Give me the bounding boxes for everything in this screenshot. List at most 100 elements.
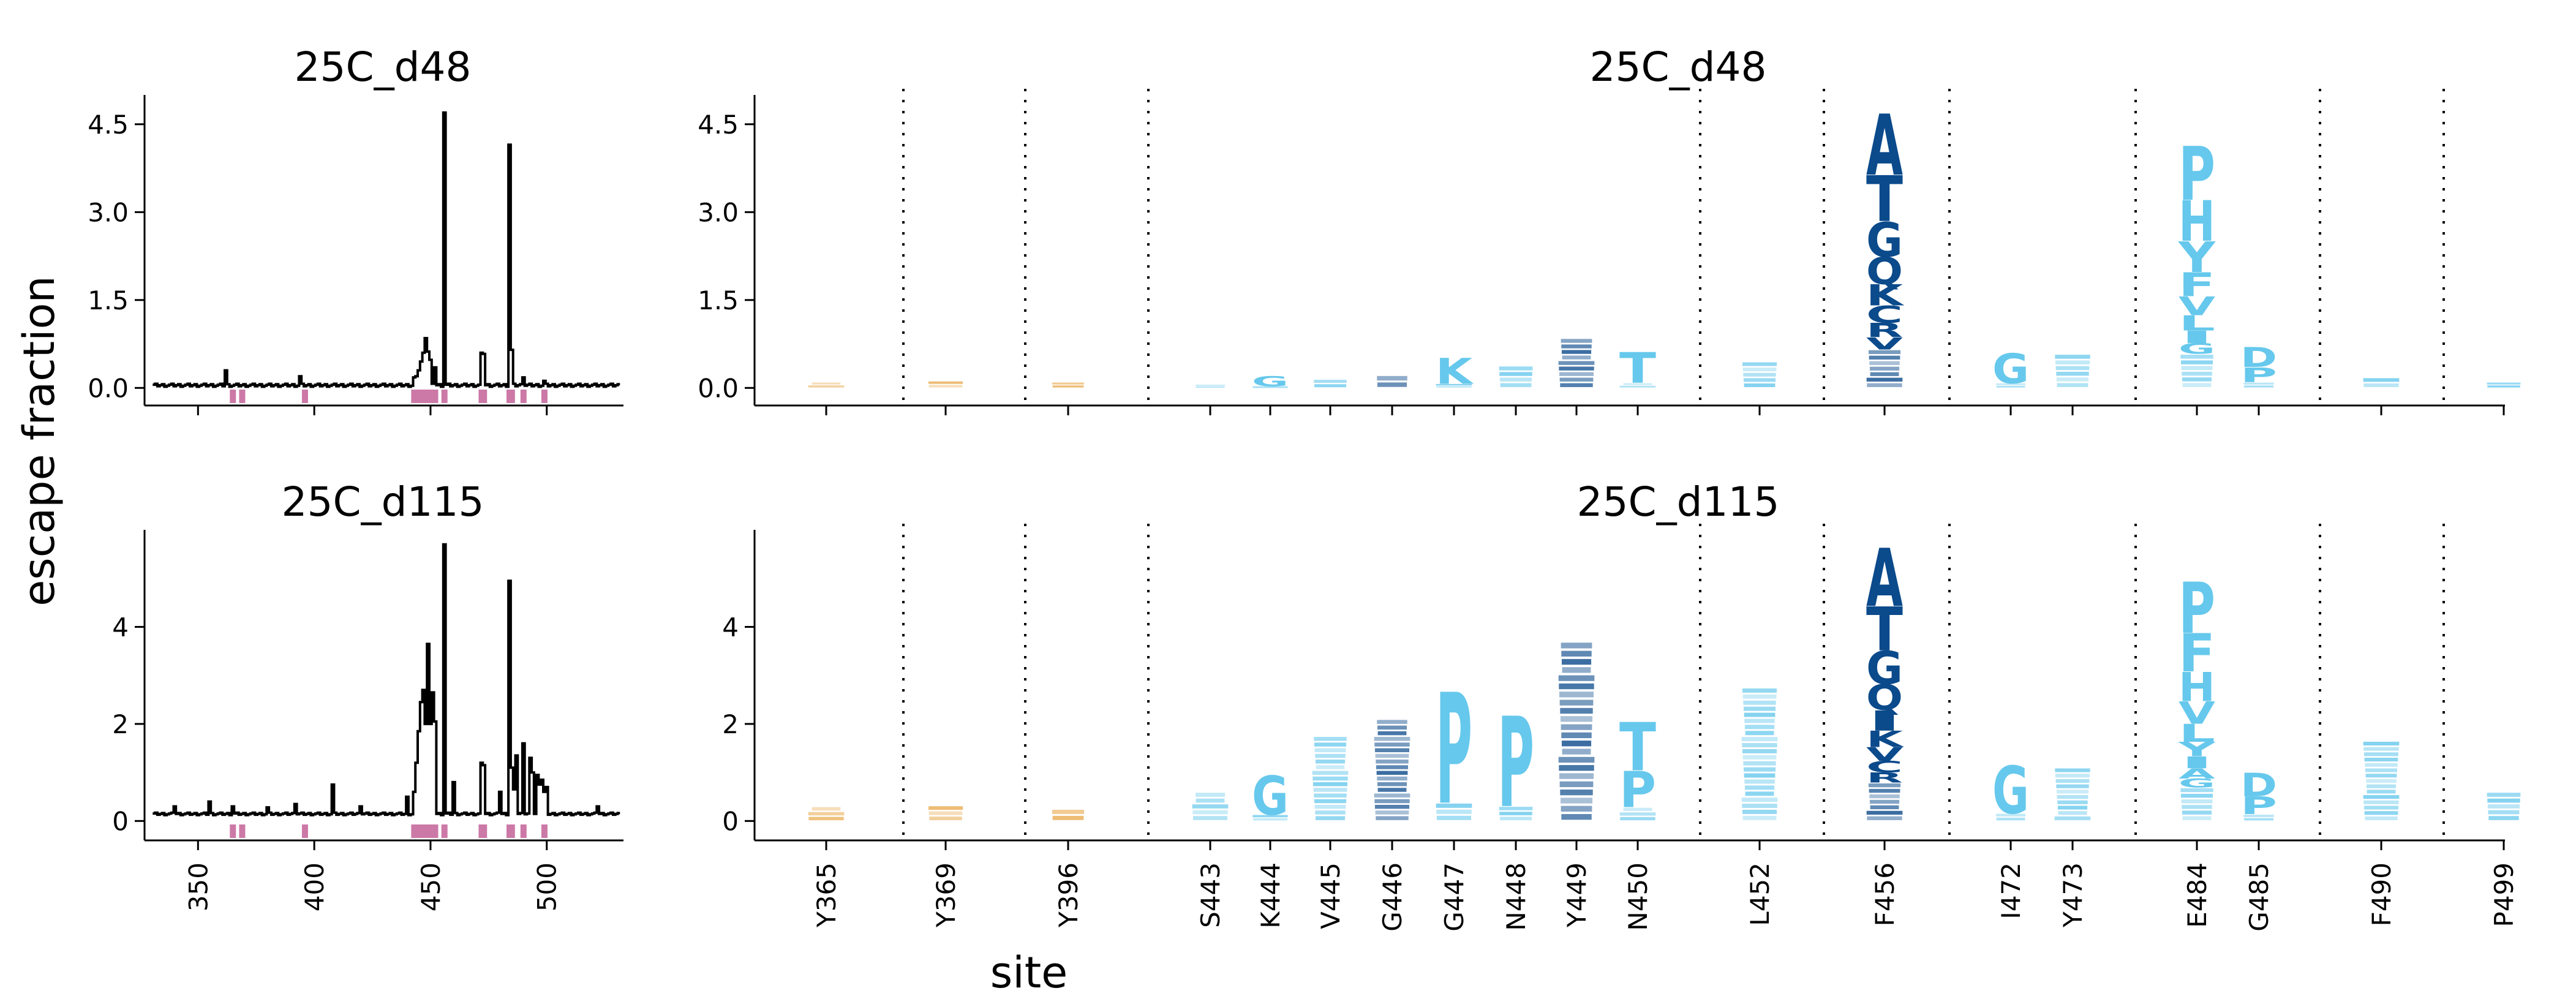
logo-bottom-logo-fuzz xyxy=(2055,774,2090,778)
logo-bottom-logo-fuzz xyxy=(1560,716,1593,722)
logo-bottom-logo-fuzz xyxy=(1562,749,1591,755)
line-bottom-site-mark xyxy=(230,824,236,838)
logo-bottom-logo-fuzz xyxy=(1314,804,1346,809)
line-bottom-site-mark xyxy=(541,824,548,838)
logo-bottom-logo-stack xyxy=(1312,737,1349,820)
logo-top-logo-fuzz xyxy=(1252,387,1288,388)
logo-bottom-logo-fuzz xyxy=(1375,810,1409,815)
logo-bottom-logo-letter: Y xyxy=(2177,739,2216,761)
line-top-site-mark xyxy=(432,390,439,403)
logo-top-logo-letter: P xyxy=(2179,132,2215,218)
logo-top-y-tick-label: 1.5 xyxy=(698,285,739,315)
logo-bottom-logo-fuzz xyxy=(1623,807,1652,812)
logo-bottom-logo-fuzz xyxy=(1559,765,1594,771)
logo-top-logo-fuzz xyxy=(1561,344,1592,349)
logo-bottom-logo-fuzz xyxy=(1377,788,1407,792)
logo-bottom-logo-fuzz xyxy=(2365,774,2397,778)
logo-bottom-logo-letter: K xyxy=(1866,726,1905,753)
line-bottom-site-mark xyxy=(508,824,515,838)
logo-bottom-logo-fuzz xyxy=(2055,779,2090,783)
logo-bottom-logo-fuzz xyxy=(2056,790,2089,794)
logo-bottom-logo-letter: V xyxy=(2179,696,2216,731)
logo-bottom-y-tick-label: 2 xyxy=(722,709,739,739)
logo-bottom-logo-fuzz xyxy=(1314,793,1347,798)
logo-top-logo-fuzz xyxy=(2055,360,2090,364)
site-label: F490 xyxy=(2367,862,2397,926)
logo-bottom-logo-fuzz xyxy=(1866,810,1903,815)
logo-top-logo-fuzz xyxy=(2363,383,2399,388)
logo-bottom-logo-fuzz xyxy=(1619,812,1656,816)
logo-bottom-logo-fuzz xyxy=(2364,758,2398,762)
line-plot-bottom: 0 2 4 350 400 450 500 xyxy=(112,530,623,911)
site-label: F456 xyxy=(1870,862,1900,926)
logo-bottom-logo-fuzz xyxy=(2057,795,2088,799)
logo-bottom-logo-fuzz xyxy=(929,817,962,821)
logo-top-logo-stack xyxy=(1558,339,1595,387)
line-bottom-x-tick-label: 350 xyxy=(183,862,213,911)
logo-bottom-logo-fuzz xyxy=(1192,816,1228,820)
logo-bottom-logo-stack: G xyxy=(1992,753,2029,828)
logo-top-logo-fuzz xyxy=(1377,375,1407,381)
logo-bottom-logo-fuzz xyxy=(2488,810,2520,815)
logo-bottom-logo-fuzz xyxy=(928,806,963,810)
logo-top-logo-stack xyxy=(2487,382,2521,388)
logo-bottom-logo-fuzz xyxy=(1996,817,2025,821)
logo-bottom-logo-letter: G xyxy=(1252,766,1289,828)
panel-title-line-top: 25C_d48 xyxy=(295,43,472,91)
logo-bottom-logo-fuzz xyxy=(2180,788,2213,793)
site-label: K444 xyxy=(1256,862,1286,929)
logo-bottom-logo-fuzz xyxy=(1436,815,1472,820)
logo-bottom-logo-fuzz xyxy=(1374,748,1410,753)
logo-top-logo-stack xyxy=(808,382,845,388)
logo-top-logo-fuzz xyxy=(2180,360,2213,364)
logo-bottom-logo-fuzz xyxy=(1499,812,1532,815)
logo-top-logo-fuzz xyxy=(1744,383,1776,388)
logo-bottom-logo-fuzz xyxy=(1499,817,1532,821)
logo-bottom-logo-fuzz xyxy=(1052,815,1084,820)
logo-bottom-logo-stack xyxy=(808,807,845,821)
logo-bottom-logo-fuzz xyxy=(2363,747,2399,751)
logo-bottom-logo-stack: P xyxy=(1436,662,1472,839)
logo-bottom-logo-fuzz xyxy=(1192,810,1228,815)
logo-bottom-logo-letter: C xyxy=(1866,758,1903,776)
logo-bottom-logo-fuzz xyxy=(1743,706,1776,711)
logo-bottom-logo-fuzz xyxy=(1374,793,1410,798)
logo-bottom-logo-fuzz xyxy=(2364,811,2398,815)
logo-bottom-logo-fuzz xyxy=(2365,816,2398,821)
site-label: Y369 xyxy=(931,862,961,928)
line-top-site-mark xyxy=(481,390,488,403)
panel-title-line-bottom: 25C_d115 xyxy=(282,478,484,526)
logo-bottom-logo-fuzz xyxy=(2363,795,2400,799)
line-top-y-tick-label: 1.5 xyxy=(88,285,129,315)
logo-bottom-logo-fuzz xyxy=(1870,805,1899,810)
logo-top-logo-stack xyxy=(1377,375,1407,387)
logo-bottom-logo-stack: P xyxy=(1497,692,1534,835)
logo-bottom-logo-fuzz xyxy=(1744,773,1776,778)
logo-bottom-logo-fuzz xyxy=(2058,811,2087,815)
logo-top-logo-letter: Y xyxy=(2178,233,2216,282)
logo-top-logo-stack xyxy=(1195,384,1226,388)
logo-top-logo-fuzz xyxy=(1052,385,1084,388)
logo-bottom-logo-fuzz xyxy=(1314,748,1346,753)
logo-bottom-logo-fuzz xyxy=(1867,816,1902,820)
logo-bottom-logo-fuzz xyxy=(1561,658,1592,665)
logo-bottom-logo-fuzz xyxy=(2243,818,2274,821)
logo-bottom-logo-fuzz xyxy=(2057,805,2088,810)
logo-top-logo-letter: A xyxy=(1866,96,1903,194)
logo-bottom-logo-fuzz xyxy=(2366,784,2397,788)
logo-bottom-logo-letter: R xyxy=(1866,770,1903,786)
logo-bottom-logo-fuzz xyxy=(2365,763,2398,767)
logo-bottom-logo-letter: F xyxy=(2179,623,2215,684)
logo-bottom-logo-stack xyxy=(1374,720,1410,820)
logo-bottom-logo-fuzz xyxy=(2243,815,2274,817)
logo-top-logo-stack: T xyxy=(1619,344,1656,393)
logo-bottom-logo-letter: P xyxy=(1436,662,1472,839)
site-label: G446 xyxy=(1377,862,1407,932)
site-label: V445 xyxy=(1316,862,1346,929)
logo-bottom-logo-stack xyxy=(2487,793,2521,820)
logo-top-logo-letter: V xyxy=(2179,292,2216,322)
line-top-escape-line xyxy=(153,111,620,388)
